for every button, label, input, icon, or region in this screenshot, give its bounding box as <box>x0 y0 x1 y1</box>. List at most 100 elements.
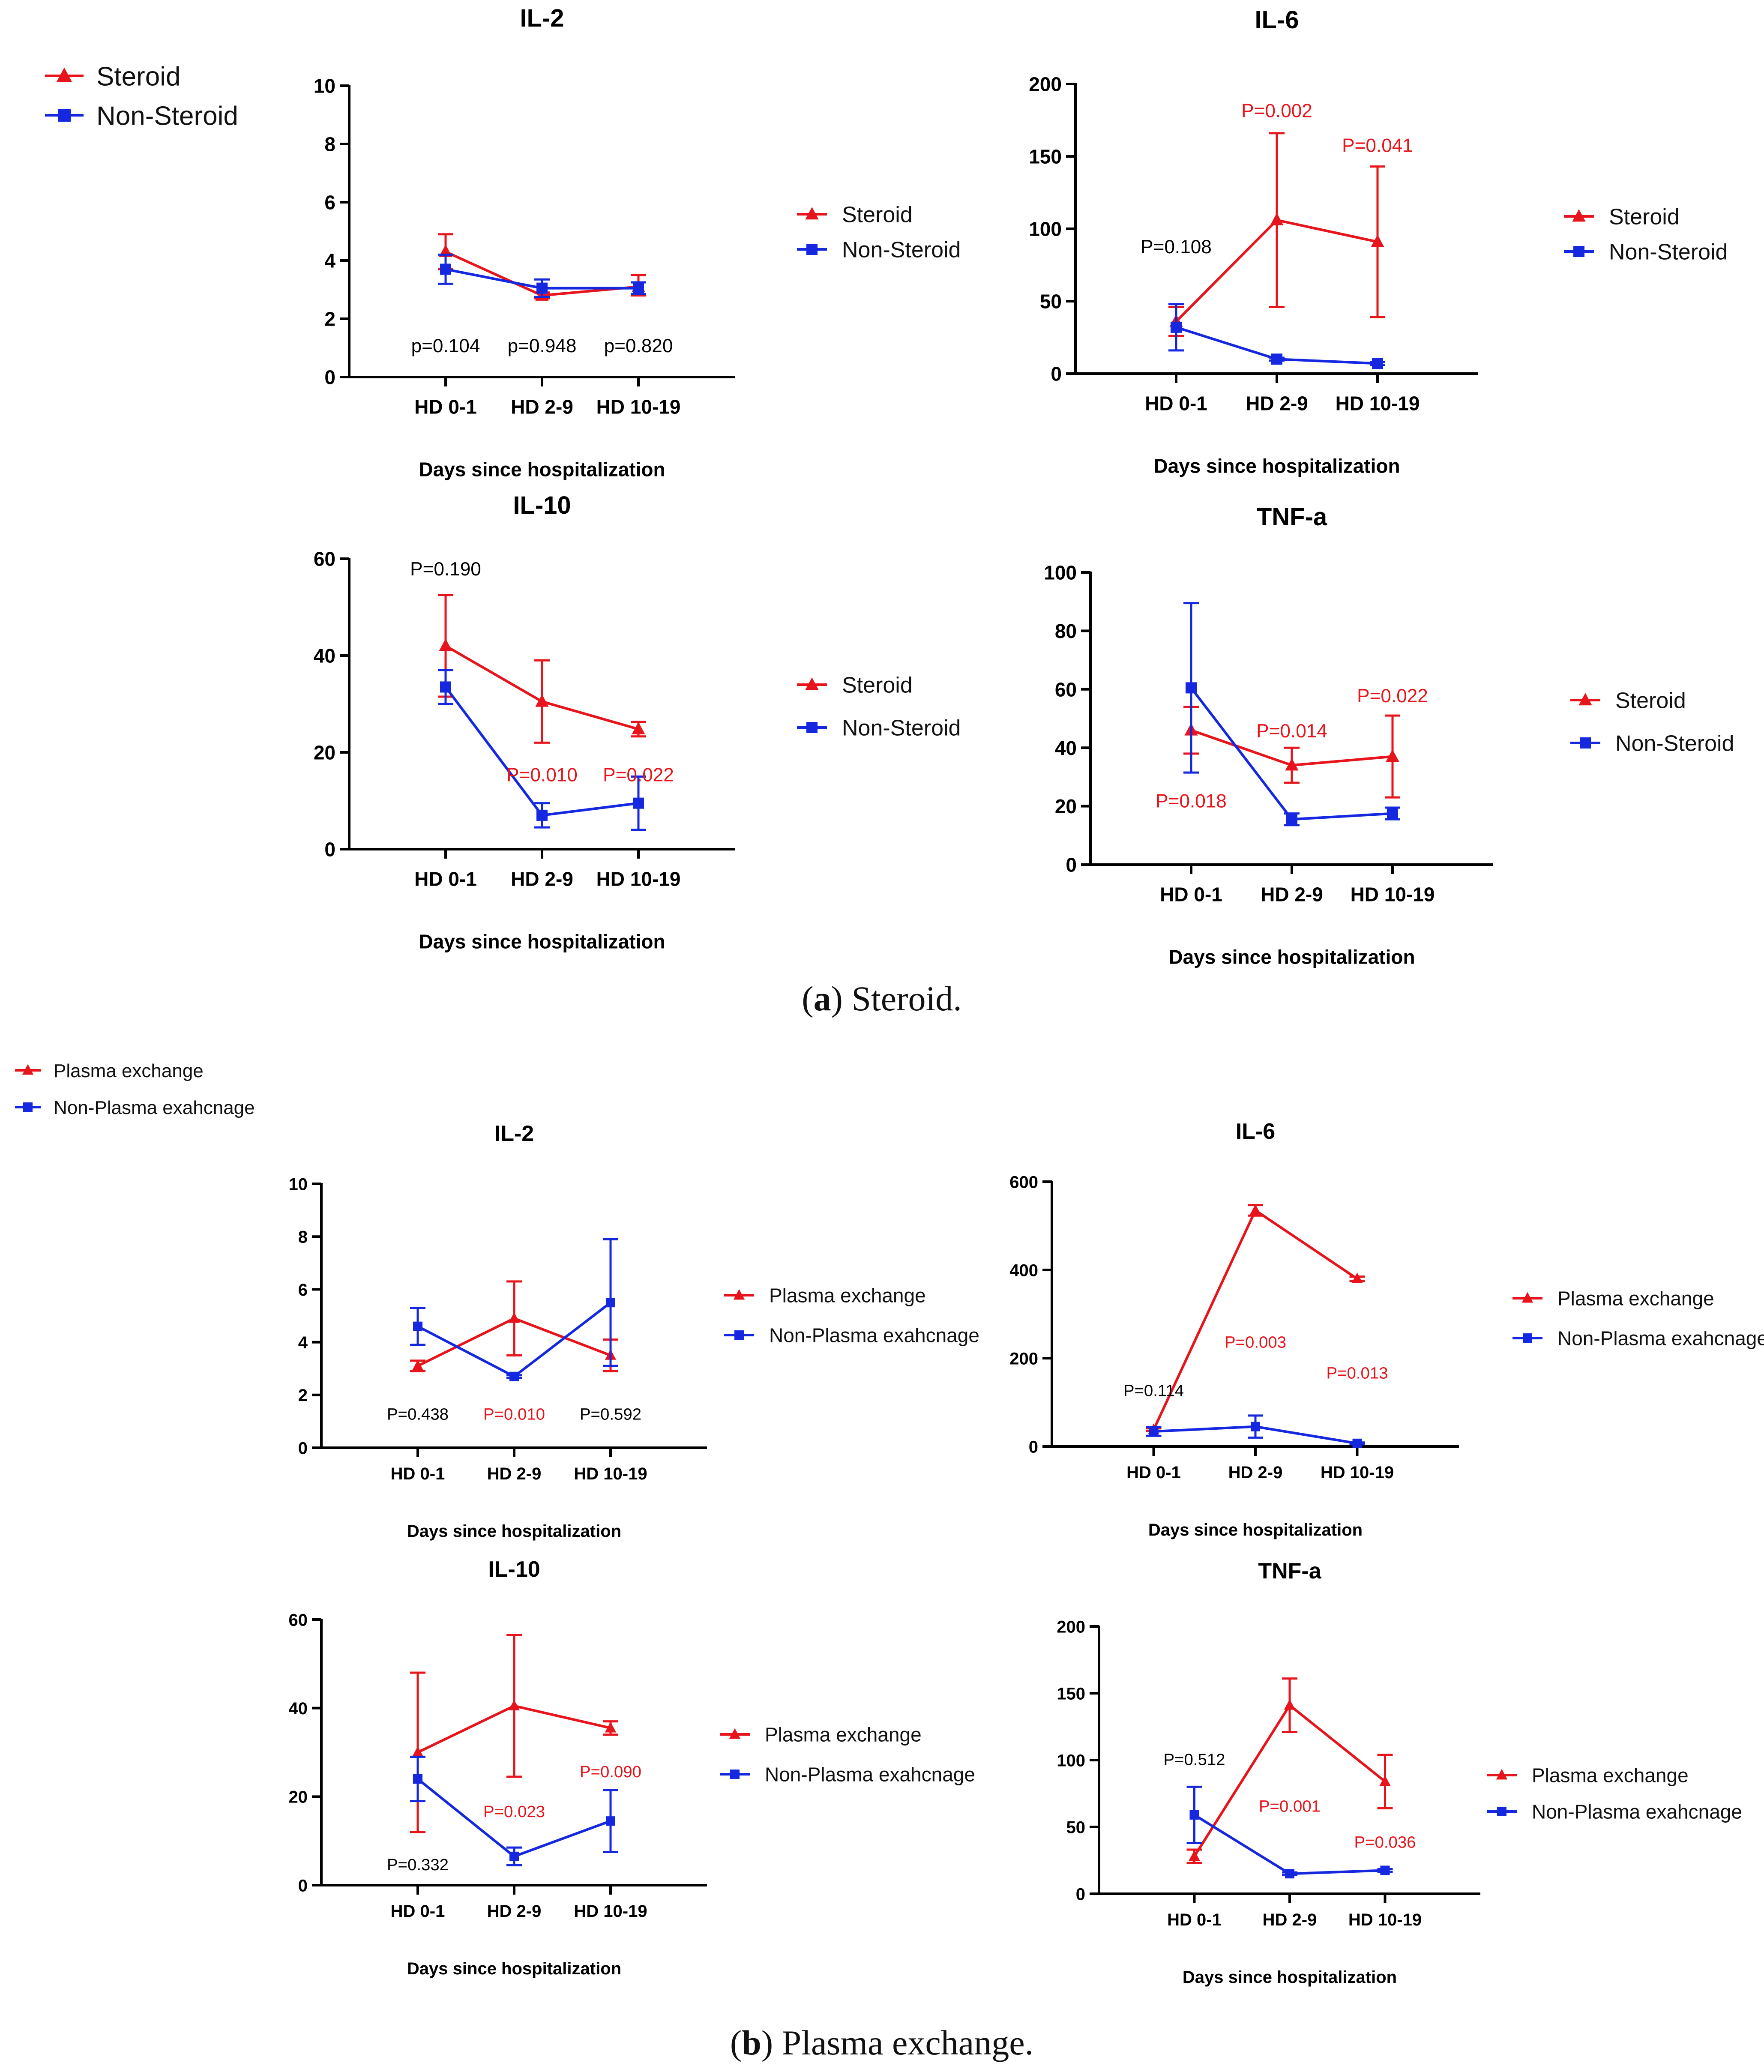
x-tick-label: HD 10-19 <box>1351 883 1435 905</box>
x-axis-title: Days since hospitalization <box>407 1959 621 1978</box>
y-tick-label: 0 <box>324 366 335 389</box>
legend-label: Non-Plasma exahcnage <box>765 1764 975 1786</box>
legend-label: Steroid <box>96 62 180 91</box>
caption-letter: a <box>814 979 831 1018</box>
x-axis-title: Days since hospitalization <box>407 1522 621 1541</box>
y-tick-label: 20 <box>314 742 335 764</box>
legend-label: Non-Plasma exahcnage <box>54 1097 255 1118</box>
legend-marker <box>806 244 818 255</box>
x-tick-label: HD 0-1 <box>1126 1463 1181 1482</box>
chart-title: IL-6 <box>1236 1119 1275 1144</box>
data-point <box>1372 358 1383 369</box>
x-tick-label: HD 0-1 <box>1160 883 1222 905</box>
legend-label: Steroid <box>1615 689 1686 713</box>
data-point <box>508 1700 520 1710</box>
legend-label: Non-Steroid <box>842 238 961 263</box>
x-tick-label: HD 0-1 <box>391 1464 445 1483</box>
y-tick-label: 0 <box>1076 1885 1085 1904</box>
legend-marker <box>57 67 72 82</box>
data-point <box>606 1298 615 1308</box>
data-point <box>536 809 548 821</box>
x-tick-label: HD 10-19 <box>574 1464 647 1483</box>
legend-marker <box>730 1770 740 1779</box>
p-value-label: P=0.022 <box>1357 686 1428 707</box>
x-tick-label: HD 2-9 <box>487 1902 542 1921</box>
series-non-steroid <box>1168 303 1385 369</box>
x-tick-label: HD 2-9 <box>511 395 573 418</box>
chart-b-tnf-a: TNF-a 0 50 100 150 200 HD 0-1 HD 2-9 HD 10-19 Day… <box>1057 1559 1742 1987</box>
legend-marker <box>1572 209 1586 222</box>
captions: (a) Steroid.(b) Plasma exchange. <box>730 979 1033 2062</box>
data-point <box>1271 353 1282 365</box>
x-tick-label: HD 10-19 <box>574 1902 647 1921</box>
series-steroid <box>1168 132 1385 337</box>
data-point <box>632 722 645 735</box>
data-point <box>440 263 451 275</box>
p-value-label: P=0.010 <box>506 764 578 785</box>
legend-marker <box>1580 737 1591 749</box>
p-value-label: P=0.018 <box>1156 791 1227 812</box>
legend-label: Plasma exchange <box>1532 1764 1689 1787</box>
legend-marker <box>1497 1807 1506 1816</box>
panel-legend-b: Plasma exchange Non-Plasma exahcnage <box>15 1060 255 1118</box>
x-tick-label: HD 2-9 <box>1261 883 1323 905</box>
legend-marker <box>1573 246 1584 257</box>
legend-marker <box>729 1728 741 1739</box>
x-tick-label: HD 10-19 <box>1336 392 1420 414</box>
p-value-label: P=0.002 <box>1241 100 1312 121</box>
data-point <box>1270 213 1284 226</box>
p-value-label: P=0.512 <box>1163 1750 1225 1769</box>
x-tick-label: HD 0-1 <box>391 1902 445 1921</box>
y-tick-label: 100 <box>1029 218 1062 240</box>
legend-label: Steroid <box>842 673 913 698</box>
legend-label: Non-Steroid <box>96 101 238 131</box>
y-tick-label: 0 <box>298 1439 308 1458</box>
chart-legend: Steroid Non-Steroid <box>797 673 961 741</box>
data-point <box>1285 758 1299 771</box>
p-value-label: P=0.090 <box>580 1763 641 1781</box>
legend-marker <box>733 1289 745 1300</box>
data-point <box>1352 1438 1362 1448</box>
y-tick-label: 50 <box>1040 290 1062 313</box>
p-value-label: P=0.036 <box>1354 1833 1416 1852</box>
chart-a-tnf-a: TNF-a 0 20 40 60 80 100 HD 0-1 HD 2-9 HD 10-19 Day… <box>1044 503 1734 968</box>
legend-label: Non-Steroid <box>842 716 961 741</box>
y-tick-label: 8 <box>324 133 335 156</box>
data-point <box>1171 321 1182 333</box>
data-point <box>1251 1422 1260 1431</box>
data-point <box>508 1312 520 1323</box>
y-tick-label: 60 <box>289 1611 308 1629</box>
series-non-steroid <box>438 669 646 831</box>
legend-label: Non-Plasma exahcnage <box>769 1324 979 1347</box>
chart-title: TNF-a <box>1258 1559 1321 1584</box>
p-value-label: P=0.013 <box>1326 1364 1388 1382</box>
legend-marker <box>1496 1769 1508 1780</box>
chart-title: IL-6 <box>1255 6 1299 34</box>
y-tick-label: 20 <box>289 1788 308 1807</box>
data-point <box>1380 1865 1390 1875</box>
data-point <box>1387 808 1398 819</box>
y-tick-label: 2 <box>324 308 335 330</box>
legend-marker <box>1578 693 1592 706</box>
caption-letter: b <box>742 2023 761 2062</box>
x-tick-label: HD 2-9 <box>1228 1463 1283 1482</box>
legend-label: Plasma exchange <box>1557 1288 1714 1310</box>
data-point <box>633 282 644 294</box>
chart-title: IL-2 <box>494 1121 534 1146</box>
y-tick-label: 10 <box>314 75 335 97</box>
p-value-label: P=0.001 <box>1259 1797 1321 1815</box>
p-value-label: P=0.014 <box>1256 721 1327 742</box>
data-point <box>413 1774 422 1784</box>
x-tick-label: HD 2-9 <box>487 1464 542 1483</box>
y-tick-label: 100 <box>1044 562 1077 584</box>
y-tick-label: 6 <box>298 1281 308 1299</box>
y-tick-label: 0 <box>298 1876 308 1895</box>
y-tick-label: 10 <box>289 1175 308 1194</box>
series-steroid <box>438 594 646 744</box>
chart-legend: Plasma exchange Non-Plasma exahcnage <box>720 1724 975 1786</box>
x-axis-title: Days since hospitalization <box>419 458 665 480</box>
x-tick-label: HD 2-9 <box>511 868 573 890</box>
data-point <box>1249 1204 1261 1215</box>
series-plasma-exchange <box>410 1634 618 1833</box>
y-tick-label: 6 <box>324 192 335 214</box>
